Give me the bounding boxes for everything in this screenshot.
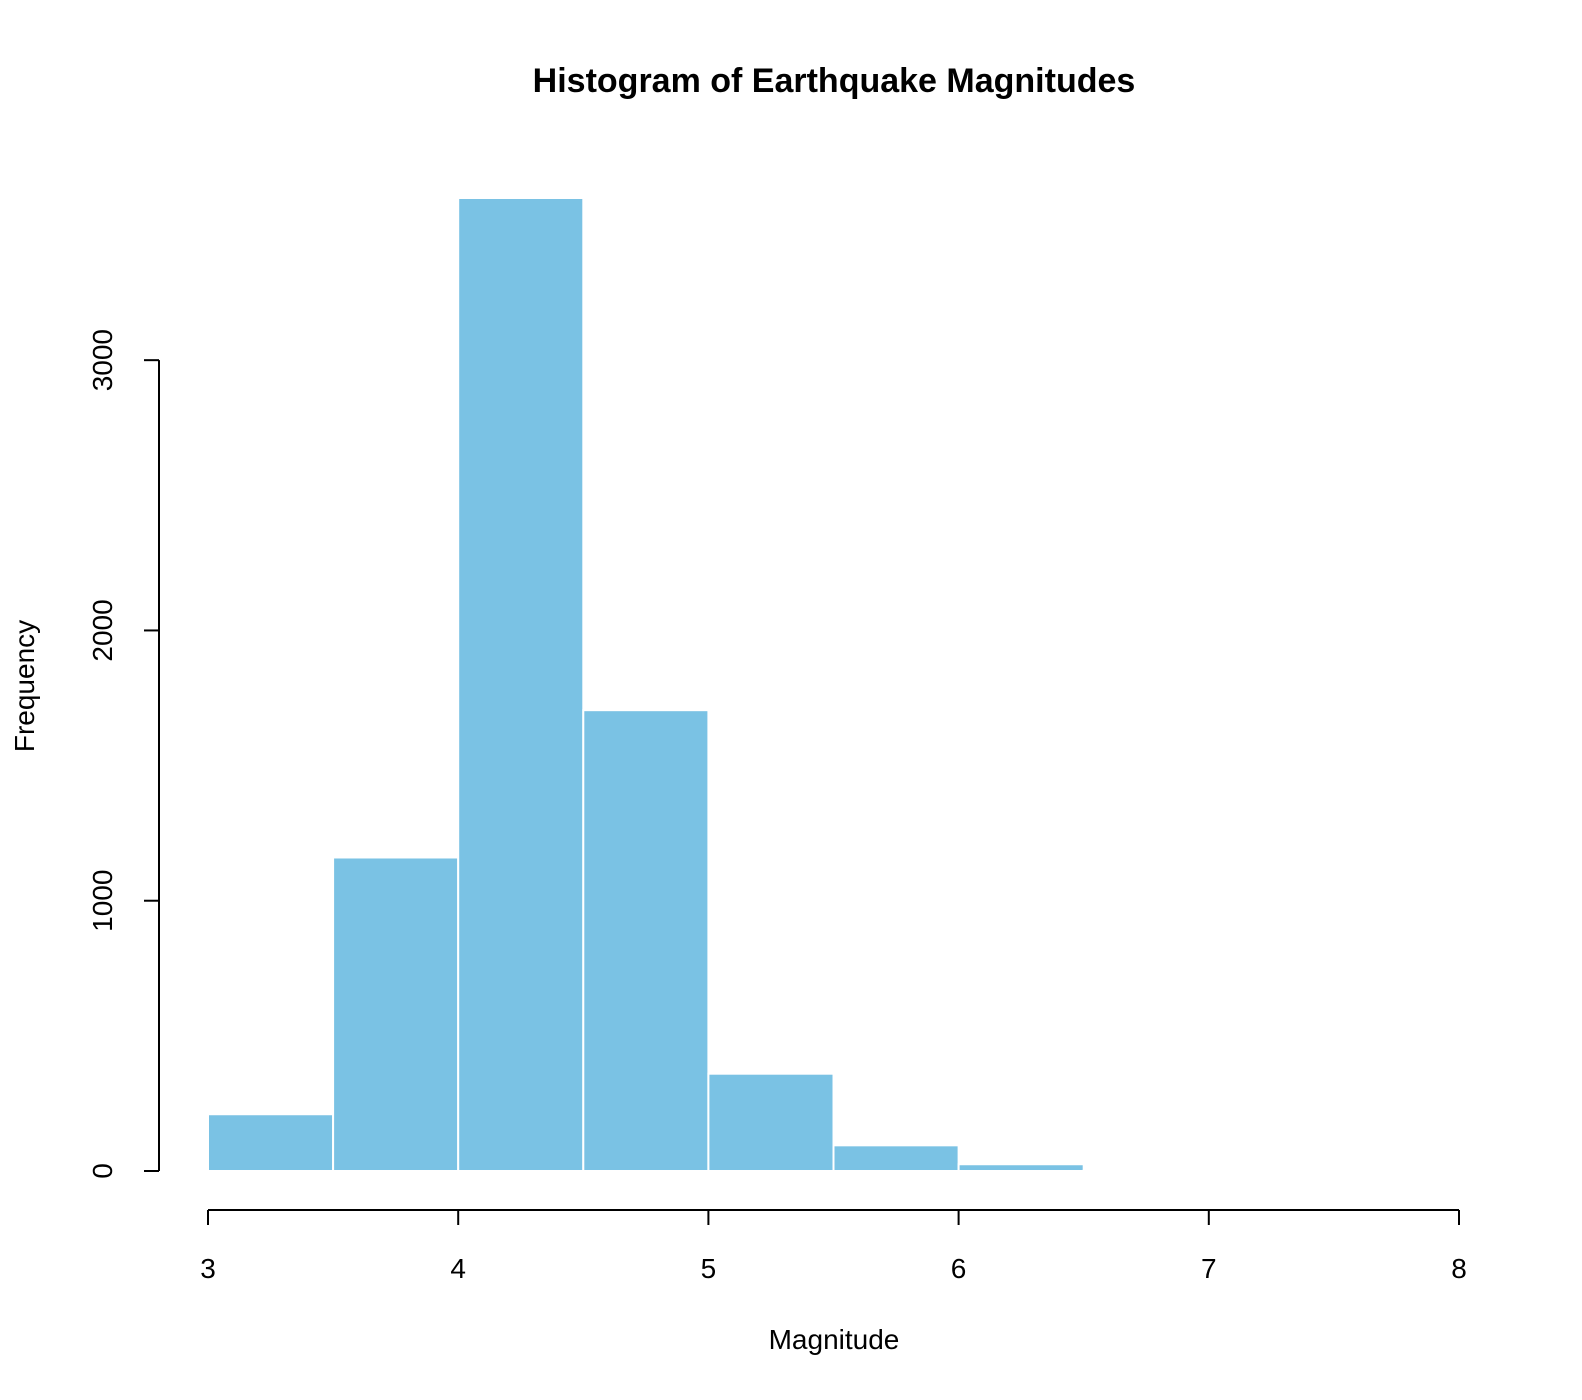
- x-tick-label-0: 3: [200, 1253, 216, 1284]
- x-tick-label-5: 8: [1451, 1253, 1467, 1284]
- x-tick-label-1: 4: [450, 1253, 466, 1284]
- histogram-bar-3: [582, 709, 710, 1172]
- histogram-bar-1: [332, 856, 460, 1172]
- y-axis: 0 1000 2000 3000: [87, 329, 160, 1179]
- histogram-bar-5: [832, 1144, 960, 1172]
- histogram-bar-6: [957, 1163, 1085, 1172]
- x-axis: 3 4 5 6 7 8: [200, 1209, 1467, 1284]
- x-tick-label-4: 7: [1201, 1253, 1217, 1284]
- histogram-bar-2: [457, 197, 585, 1172]
- x-tick-label-2: 5: [701, 1253, 717, 1284]
- x-tick-label-3: 6: [951, 1253, 967, 1284]
- histogram-bar-0: [207, 1113, 335, 1173]
- histogram-bar-7: [1082, 1169, 1210, 1173]
- y-tick-label-2: 2000: [87, 599, 118, 661]
- histogram-bar-4: [707, 1072, 835, 1172]
- y-tick-label-3: 3000: [87, 329, 118, 391]
- bars-group: [207, 197, 1210, 1173]
- y-tick-label-1: 1000: [87, 870, 118, 932]
- y-axis-label: Frequency: [9, 620, 40, 752]
- x-axis-label: Magnitude: [769, 1324, 900, 1355]
- y-tick-label-0: 0: [87, 1163, 118, 1179]
- chart-title: Histogram of Earthquake Magnitudes: [533, 62, 1136, 100]
